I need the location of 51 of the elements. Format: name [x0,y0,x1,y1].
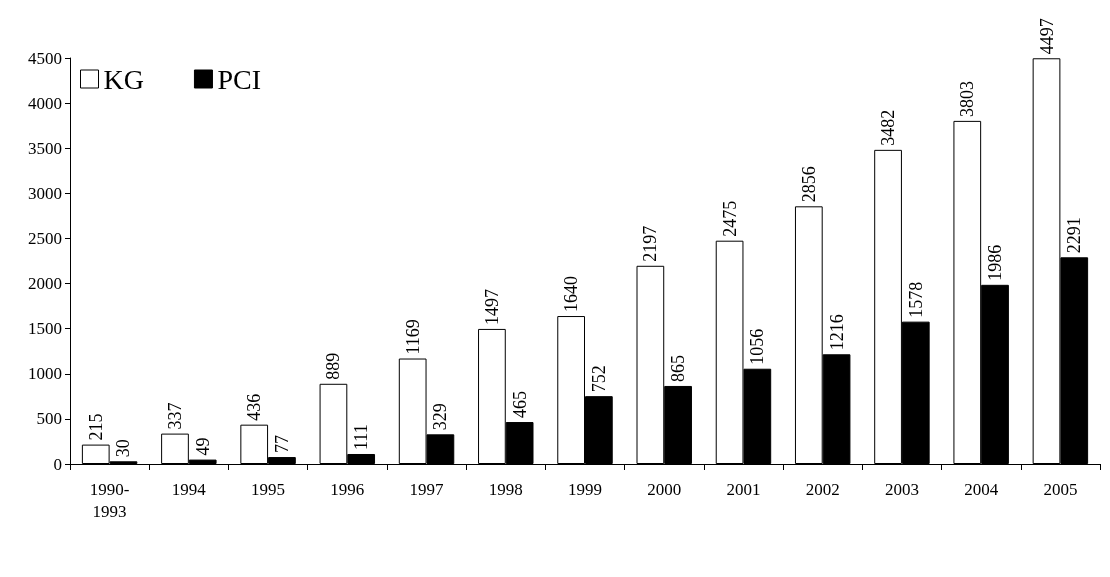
x-tick-label: 2003 [884,479,919,499]
y-tick-label: 1000 [28,364,62,384]
y-tick-label: 4000 [28,93,62,113]
data-label: 2475 [719,200,740,237]
y-tick-label: 1500 [28,319,62,339]
y-tick-label: 3000 [28,183,62,203]
data-label: 1578 [905,281,926,318]
data-label: 4497 [1036,18,1057,55]
x-tick-label: 1999 [568,479,602,499]
y-tick-label: 3500 [28,138,62,158]
data-label: 1056 [747,328,768,365]
legend-label: PCI [217,63,262,95]
data-label: 215 [85,413,106,441]
data-label: 329 [430,403,451,431]
legend-label: KG [103,63,144,95]
y-tick-label: 500 [36,409,62,429]
x-tick-label: 1997 [409,479,445,499]
x-tick-label: 2005 [1043,479,1078,499]
x-tick-label: 1998 [488,479,523,499]
data-label: 3482 [878,109,899,146]
x-tick-label: 2004 [964,479,999,499]
data-label: 752 [588,365,609,393]
data-label: 1640 [561,276,582,313]
data-label: 1497 [481,288,502,325]
data-label: 465 [509,391,530,419]
x-tick-label: 2002 [805,479,840,499]
x-tick-label: 2000 [647,479,682,499]
x-tick-label: 1996 [330,479,365,499]
data-label: 1216 [826,314,847,351]
data-label: 337 [164,402,185,430]
data-label: 111 [351,424,372,450]
x-tick-label: 1995 [251,479,286,499]
y-tick-label: 0 [53,454,62,474]
data-label: 2197 [640,225,661,262]
data-label: 1169 [402,319,423,355]
x-tick-label: 1994 [171,479,207,499]
x-tick-label: 1990-1993 [89,479,130,521]
data-label: 77 [271,435,292,454]
x-tick-label: 2001 [726,479,761,499]
data-label: 3803 [957,80,978,117]
data-label: 436 [244,393,265,421]
data-label: 865 [668,354,689,382]
y-tick-label: 4500 [28,48,62,68]
y-tick-label: 2000 [28,274,62,294]
data-label: 1986 [985,244,1006,281]
data-label: 30 [113,439,134,458]
data-label: 2856 [798,166,819,203]
y-tick-label: 2500 [28,228,62,248]
data-label: 889 [323,352,344,380]
data-label: 49 [192,437,213,456]
data-label: 2291 [1064,217,1085,254]
